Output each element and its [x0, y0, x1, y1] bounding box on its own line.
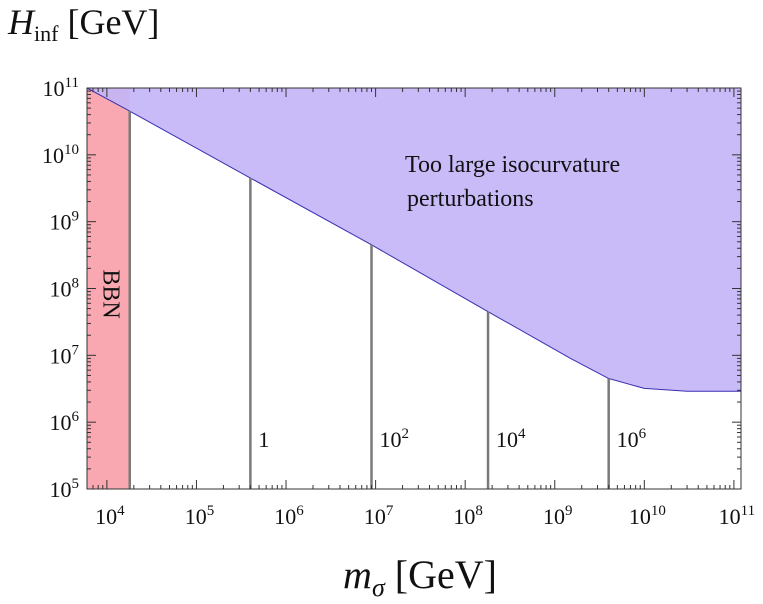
y-tick-label: 109: [50, 209, 80, 235]
isocurvature-label: Too large isocurvature perturbations: [405, 152, 620, 212]
x-tick-label: 107: [364, 503, 394, 529]
x-axis-title-text: mσ [GeV]: [343, 552, 497, 602]
contour-label: 104: [496, 426, 526, 452]
x-tick-label: 109: [543, 503, 573, 529]
bbn-label: BBN: [97, 269, 123, 318]
x-tick-label: 104: [95, 503, 125, 529]
y-tick-label: 107: [50, 342, 80, 368]
x-tick-label: 105: [185, 503, 215, 529]
plot-area: 1 102 104 106 Too large isocurvature perturba…: [42, 75, 755, 529]
isocurvature-boundary-line: [87, 88, 741, 392]
isocurvature-region: [87, 88, 741, 392]
contour-label: 102: [380, 426, 410, 452]
y-tick-label: 1010: [42, 142, 79, 168]
contour-label: 1: [258, 427, 269, 452]
y-tick-label: 105: [50, 476, 80, 502]
x-axis-title: mσ [GeV]: [343, 552, 497, 602]
x-tick-label: 106: [274, 503, 304, 529]
axis-ticks: [86, 87, 741, 490]
x-tick-label: 1010: [629, 503, 666, 529]
y-axis-title: Hinf [GeV]: [7, 2, 159, 46]
y-tick-label: 108: [50, 276, 80, 302]
contour-label: 106: [617, 426, 647, 452]
y-axis-title-text: Hinf [GeV]: [7, 2, 159, 46]
x-tick-label: 1011: [719, 503, 755, 529]
x-tick-label: 108: [453, 503, 483, 529]
y-tick-label: 106: [50, 409, 80, 435]
y-tick-label: 1011: [43, 75, 79, 101]
